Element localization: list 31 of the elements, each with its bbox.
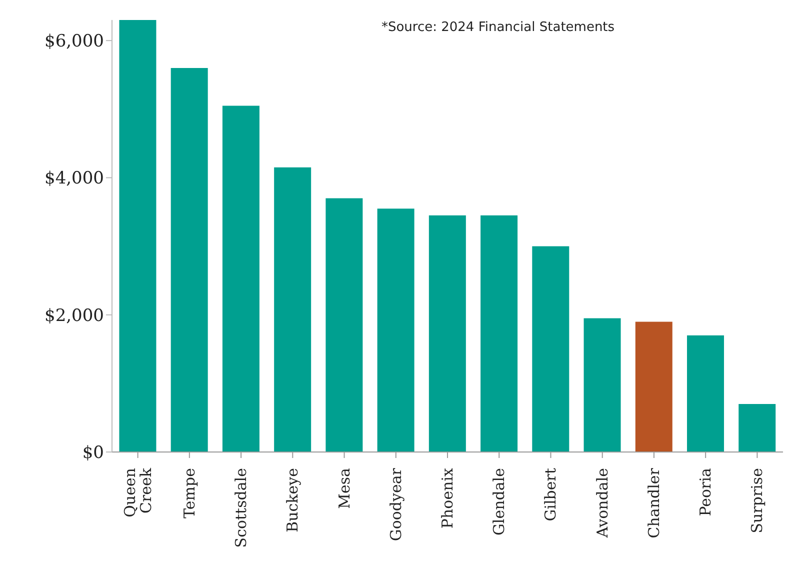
bar — [119, 20, 156, 452]
x-tick-label: Gilbert — [542, 468, 560, 522]
y-tick-label: $4,000 — [44, 168, 104, 189]
bar — [738, 404, 776, 452]
bar — [532, 246, 570, 452]
x-tick-label: Goodyear — [386, 467, 405, 542]
bar — [480, 215, 518, 452]
bar — [584, 318, 621, 452]
bar — [170, 68, 208, 452]
y-tick-label: $6,000 — [44, 32, 104, 52]
x-tick-label: Mesa — [335, 468, 354, 509]
bar — [274, 167, 312, 452]
y-tick-label: $2,000 — [44, 306, 104, 326]
x-tick-label: Glendale — [490, 468, 508, 536]
x-tick-label: Avondale — [593, 468, 612, 539]
x-tick-label: Peoria — [696, 468, 715, 516]
annotation: *Source: 2024 Financial Statements — [380, 20, 616, 35]
x-tick-label: Surprise — [748, 468, 766, 534]
bar — [326, 198, 363, 452]
x-tick-label: Scottsdale — [232, 468, 250, 548]
x-tick-label: Chandler — [644, 467, 663, 538]
bar — [686, 335, 724, 452]
x-tick-label: Tempe — [180, 468, 198, 518]
bar — [428, 215, 466, 452]
y-tick-label: $0 — [82, 443, 104, 464]
bar — [222, 106, 260, 452]
x-tick-label: Buckeye — [284, 468, 302, 532]
x-tick-label: Queen Creek — [120, 467, 155, 518]
bar — [377, 208, 414, 452]
bar — [635, 322, 672, 452]
x-tick-label: Phoenix — [438, 467, 456, 529]
